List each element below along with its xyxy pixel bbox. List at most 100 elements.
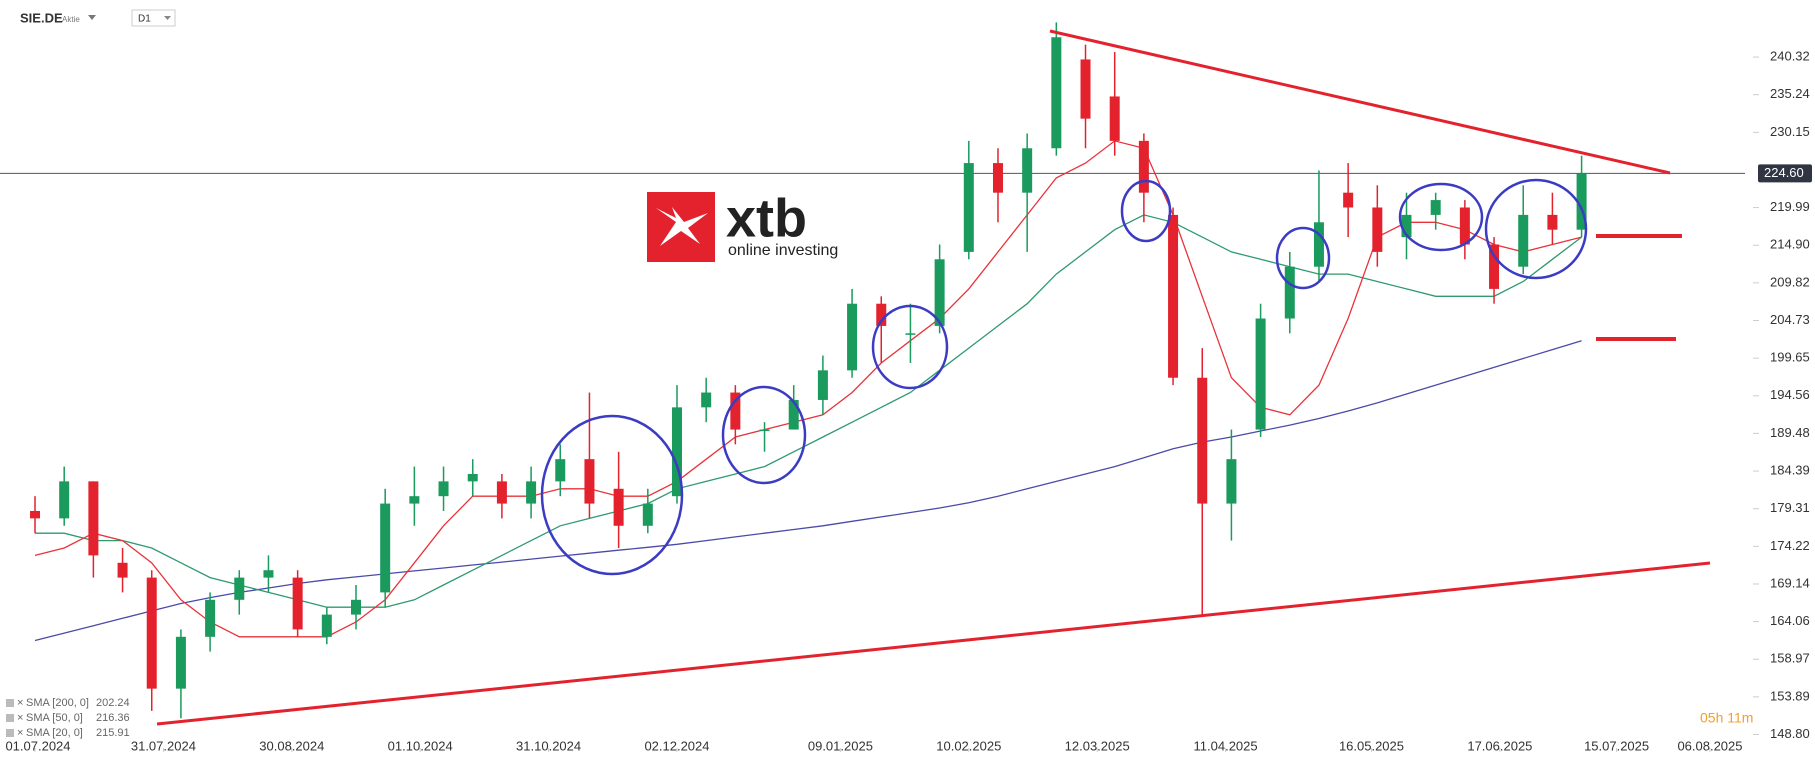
candle-body xyxy=(205,599,216,637)
highlight-circle xyxy=(1398,182,1484,252)
y-tick-label: 164.06 xyxy=(1770,613,1810,628)
last-price-label: 224.60 xyxy=(1764,165,1804,180)
candle-body xyxy=(788,399,799,430)
highlight-circle xyxy=(1275,226,1331,290)
candle-body xyxy=(1576,173,1587,230)
resistance-trendline xyxy=(1049,29,1671,175)
y-tick-label: 174.22 xyxy=(1770,538,1810,553)
candle-body xyxy=(234,577,245,600)
plot-area: 240.32 235.24 230.15 219.99 214.90 209.82 204.… xyxy=(0,22,1812,753)
highlight-circle xyxy=(1120,179,1172,243)
candle-body xyxy=(380,503,391,593)
support-trendline xyxy=(156,561,1711,726)
candle-body xyxy=(992,163,1003,193)
y-tick-label: 184.39 xyxy=(1770,463,1810,478)
candle-body xyxy=(730,392,741,430)
x-tick-label: 01.07.2024 xyxy=(5,738,70,753)
candle-body xyxy=(1489,244,1500,289)
legend-cross: × xyxy=(17,712,23,724)
timeframe: D1 xyxy=(138,14,151,25)
candle-body xyxy=(934,259,945,326)
x-tick-label: 12.03.2025 xyxy=(1065,738,1130,753)
highlight-circle xyxy=(721,385,807,485)
logo-x xyxy=(656,207,708,246)
y-tick-label: 230.15 xyxy=(1770,124,1810,139)
candle-body xyxy=(263,570,274,578)
x-tick-label: 09.01.2025 xyxy=(808,738,873,753)
candle-body xyxy=(1197,377,1208,504)
symbol-dropdown[interactable] xyxy=(88,15,96,20)
candle-body xyxy=(30,510,41,519)
legend-name: SMA [50, 0] xyxy=(26,712,83,724)
y-tick-label: 179.31 xyxy=(1770,500,1810,515)
legend-icon xyxy=(6,714,14,722)
legend-name: SMA [200, 0] xyxy=(26,697,89,709)
candle-body xyxy=(1022,148,1033,193)
candle-body xyxy=(1343,192,1354,208)
x-tick-label: 31.07.2024 xyxy=(131,738,196,753)
highlight-circle xyxy=(871,304,949,390)
y-tick-label: 209.82 xyxy=(1770,274,1810,289)
logo-brand: xtb xyxy=(726,188,807,248)
candle-body xyxy=(526,481,537,504)
x-tick-label: 06.08.2025 xyxy=(1677,738,1742,753)
legend-value: 216.36 xyxy=(96,712,130,724)
last-price-box xyxy=(1758,164,1812,183)
candle-body xyxy=(1547,214,1558,230)
sma-line xyxy=(34,340,1582,642)
candle-body xyxy=(671,407,682,497)
candle-body xyxy=(847,303,858,371)
candle-body xyxy=(1401,214,1412,238)
timeframe-box[interactable] xyxy=(131,9,176,27)
candle-body xyxy=(292,577,303,630)
candle-body xyxy=(409,496,420,504)
candle-body xyxy=(175,636,186,689)
candle-body xyxy=(496,481,507,504)
x-tick-label: 11.04.2025 xyxy=(1194,738,1258,753)
y-tick-label: 240.32 xyxy=(1770,49,1810,64)
candle-body xyxy=(88,481,99,556)
candle-body xyxy=(1051,37,1062,149)
candle-body xyxy=(351,599,362,615)
legend-name: SMA [20, 0] xyxy=(26,727,83,739)
candle-body xyxy=(438,481,449,497)
candle-body xyxy=(963,163,974,252)
legend-cross: × xyxy=(17,727,23,739)
candle-body xyxy=(1255,318,1266,430)
x-tick-label: 02.12.2024 xyxy=(644,738,709,753)
candle-body xyxy=(1430,200,1441,215)
legend-icon xyxy=(6,699,14,707)
instrument-type: Aktie xyxy=(62,15,80,24)
timeframe-dropdown xyxy=(164,16,171,20)
candle-body xyxy=(613,488,624,526)
x-tick-label: 17.06.2025 xyxy=(1467,738,1532,753)
candle-body xyxy=(1138,140,1149,193)
y-tick-label: 194.56 xyxy=(1770,387,1810,402)
x-tick-label: 30.08.2024 xyxy=(259,738,324,753)
x-tick-label: 16.05.2025 xyxy=(1339,738,1404,753)
candle-body xyxy=(117,562,128,578)
y-tick-label: 153.89 xyxy=(1770,688,1810,703)
x-tick-label: 15.07.2025 xyxy=(1584,738,1649,753)
x-tick-label: 01.10.2024 xyxy=(388,738,453,753)
candle-body xyxy=(701,392,712,408)
candle-body xyxy=(876,303,887,326)
sma-line xyxy=(34,140,1582,638)
candle-body xyxy=(1284,266,1295,319)
logo-tagline: online investing xyxy=(728,242,838,259)
y-tick-label: 158.97 xyxy=(1770,651,1810,666)
candle-body xyxy=(642,503,653,526)
y-tick-label: 214.90 xyxy=(1770,237,1810,252)
candle-body xyxy=(1226,459,1237,504)
candle-body xyxy=(321,614,332,637)
legend-value: 215.91 xyxy=(96,727,130,739)
candle-body xyxy=(467,473,478,482)
candle-body xyxy=(1168,214,1179,378)
legend-icon xyxy=(6,729,14,737)
candle-body xyxy=(584,459,595,504)
candle-body xyxy=(59,481,70,519)
y-tick-label: 189.48 xyxy=(1770,425,1810,440)
legend-cross: × xyxy=(17,697,23,709)
x-tick-label: 10.02.2025 xyxy=(936,738,1001,753)
